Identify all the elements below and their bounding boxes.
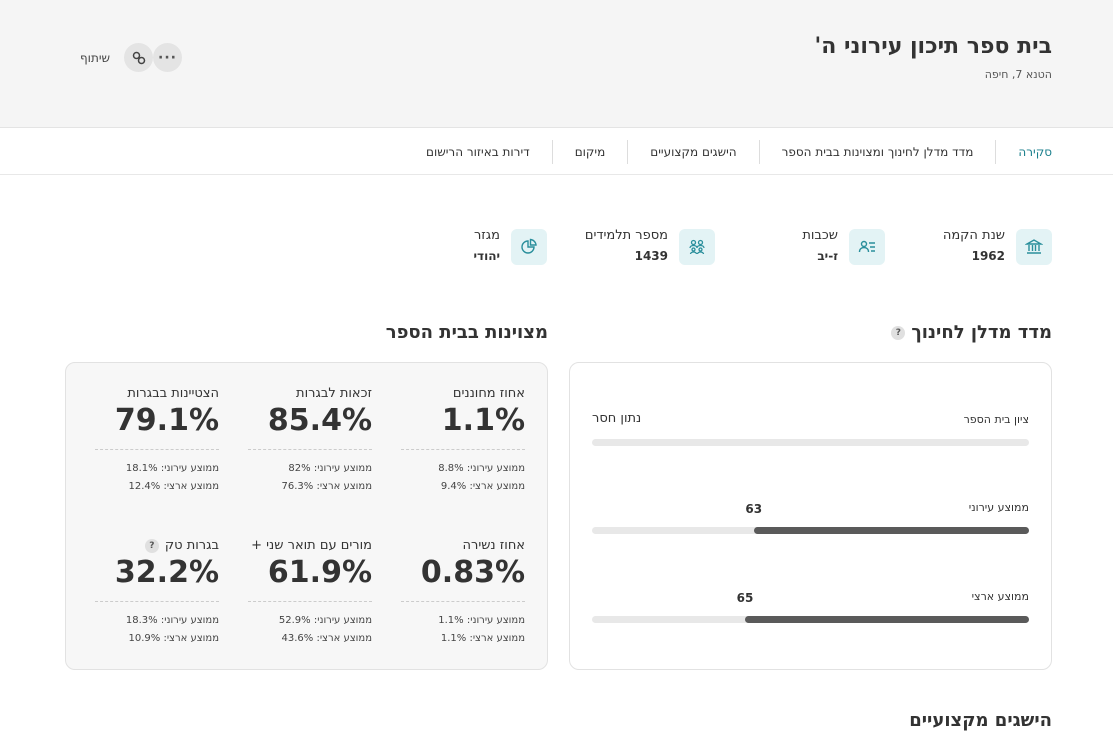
madlan-index-title-text: מדד מדלן לחינוך bbox=[911, 322, 1052, 343]
page-title: בית ספר תיכון עירוני ה' bbox=[814, 34, 1052, 59]
fact-founded-label: שנת הקמה bbox=[942, 228, 1005, 243]
stat-city-average: ממוצע עירוני: 18.3% bbox=[125, 615, 219, 626]
help-icon[interactable]: ? bbox=[891, 326, 906, 340]
fact-grades: שכבות ז-יב bbox=[765, 227, 885, 267]
link-icon bbox=[132, 51, 145, 64]
more-icon: ··· bbox=[158, 49, 178, 66]
stat-label: אחוז מחוננים bbox=[452, 386, 525, 401]
fact-grades-label: שכבות bbox=[802, 228, 838, 243]
fact-students: מספר תלמידים 1439 bbox=[575, 227, 715, 267]
stat-city-average: ממוצע עירוני: 18.1% bbox=[125, 463, 219, 474]
tab-madlan-index[interactable]: מדד מדלן לחינוך ומצוינות בבית הספר bbox=[758, 140, 996, 164]
madlan-index-title: מדד מדלן לחינוך? bbox=[891, 322, 1052, 343]
grades-icon bbox=[849, 229, 885, 265]
bar-row-school: ציון בית הספר נתון חסר bbox=[592, 411, 1029, 453]
header-actions: ··· שיתוף bbox=[65, 43, 183, 72]
stat-national-average: ממוצע ארצי: 12.4% bbox=[128, 481, 219, 492]
share-button[interactable]: שיתוף bbox=[80, 50, 111, 65]
stat-dropout: אחוז נשירה 0.83% ממוצע עירוני: 1.1% ממוצ… bbox=[401, 538, 525, 648]
tab-apartments[interactable]: דירות באיזור הרישום bbox=[426, 145, 530, 159]
section-nav: סקירה מדד מדלן לחינוך ומצוינות בבית הספר… bbox=[0, 129, 1113, 175]
school-address: הטנא 7, חיפה bbox=[984, 68, 1052, 81]
stat-label: בגרות טק? bbox=[144, 538, 219, 553]
bar-value: 65 bbox=[736, 591, 754, 605]
stat-value: 85.4% bbox=[267, 403, 372, 438]
building-icon bbox=[1016, 229, 1052, 265]
stat-national-average: ממוצע ארצי: 1.1% bbox=[440, 633, 525, 644]
stat-city-average: ממוצע עירוני: 1.1% bbox=[438, 615, 525, 626]
stat-national-average: ממוצע ארצי: 9.4% bbox=[440, 481, 525, 492]
bar-fill bbox=[744, 616, 1029, 623]
fact-sector: מגזר יהודי bbox=[457, 227, 547, 267]
stat-value: 61.9% bbox=[267, 555, 372, 590]
bar-label: ציון בית הספר bbox=[963, 413, 1029, 426]
bar-value: 63 bbox=[745, 502, 763, 516]
stat-national-average: ממוצע ארצי: 76.3% bbox=[281, 481, 372, 492]
stat-national-average: ממוצע ארצי: 10.9% bbox=[128, 633, 219, 644]
divider bbox=[248, 601, 372, 602]
help-icon[interactable]: ? bbox=[144, 538, 159, 553]
tab-achievements[interactable]: הישגים מקצועיים bbox=[627, 140, 758, 164]
stat-city-average: ממוצע עירוני: 8.8% bbox=[438, 463, 525, 474]
fact-sector-value: יהודי bbox=[473, 249, 500, 263]
stat-label: הצטיינות בבגרות bbox=[127, 386, 219, 401]
divider bbox=[401, 449, 525, 450]
stat-teachers-degree: מורים עם תואר שני + 61.9% ממוצע עירוני: … bbox=[248, 538, 372, 648]
students-icon bbox=[679, 229, 715, 265]
more-button[interactable]: ··· bbox=[153, 43, 183, 72]
bar-row-city: ממוצע עירוני 63 bbox=[592, 501, 1029, 541]
fact-founded-value: 1962 bbox=[971, 249, 1005, 263]
stat-value: 1.1% bbox=[441, 403, 525, 438]
divider bbox=[401, 601, 525, 602]
divider bbox=[95, 601, 219, 602]
fact-students-value: 1439 bbox=[634, 249, 668, 263]
madlan-index-card: ציון בית הספר נתון חסר ממוצע עירוני 63 מ… bbox=[569, 362, 1052, 670]
school-header: בית ספר תיכון עירוני ה' הטנא 7, חיפה ···… bbox=[0, 0, 1113, 128]
divider bbox=[248, 449, 372, 450]
bar-track bbox=[592, 616, 1029, 623]
stat-gifted: אחוז מחוננים 1.1% ממוצע עירוני: 8.8% ממו… bbox=[401, 386, 525, 496]
stat-tech-matriculation: בגרות טק? 32.2% ממוצע עירוני: 18.3% ממוצ… bbox=[95, 538, 219, 648]
stat-value: 32.2% bbox=[114, 555, 219, 590]
stat-label: אחוז נשירה bbox=[462, 538, 525, 553]
stat-label: מורים עם תואר שני + bbox=[251, 538, 372, 553]
bar-label: ממוצע ארצי bbox=[971, 590, 1029, 603]
tab-overview[interactable]: סקירה bbox=[995, 140, 1052, 164]
school-facts: שנת הקמה 1962 שכבות ז-יב מספר תלמידים 14… bbox=[474, 227, 1052, 267]
stat-label: זכאות לבגרות bbox=[296, 386, 372, 401]
bar-track bbox=[592, 527, 1029, 534]
copy-link-button[interactable] bbox=[124, 43, 154, 72]
fact-grades-value: ז-יב bbox=[817, 249, 838, 263]
missing-data-label: נתון חסר bbox=[592, 411, 642, 426]
stat-label-text: בגרות טק bbox=[164, 538, 219, 553]
stat-city-average: ממוצע עירוני: 52.9% bbox=[278, 615, 372, 626]
tab-location[interactable]: מיקום bbox=[551, 140, 628, 164]
fact-founded: שנת הקמה 1962 bbox=[932, 227, 1052, 267]
bar-row-national: ממוצע ארצי 65 bbox=[592, 590, 1029, 630]
divider bbox=[95, 449, 219, 450]
achievements-section-title: הישגים מקצועיים bbox=[909, 710, 1052, 731]
excellence-title: מצוינות בבית הספר bbox=[385, 322, 548, 343]
stat-city-average: ממוצע עירוני: 82% bbox=[288, 463, 372, 474]
fact-students-label: מספר תלמידים bbox=[584, 228, 668, 243]
bar-label: ממוצע עירוני bbox=[968, 501, 1029, 514]
stat-honors: הצטיינות בבגרות 79.1% ממוצע עירוני: 18.1… bbox=[95, 386, 219, 496]
stat-value: 79.1% bbox=[114, 403, 219, 438]
pie-chart-icon bbox=[511, 229, 547, 265]
excellence-card: אחוז מחוננים 1.1% ממוצע עירוני: 8.8% ממו… bbox=[65, 362, 548, 670]
bar-track bbox=[592, 439, 1029, 446]
stat-national-average: ממוצע ארצי: 43.6% bbox=[281, 633, 372, 644]
stat-value: 0.83% bbox=[420, 555, 525, 590]
stat-eligibility: זכאות לבגרות 85.4% ממוצע עירוני: 82% ממו… bbox=[248, 386, 372, 496]
bar-fill bbox=[753, 527, 1029, 534]
fact-sector-label: מגזר bbox=[473, 228, 500, 243]
